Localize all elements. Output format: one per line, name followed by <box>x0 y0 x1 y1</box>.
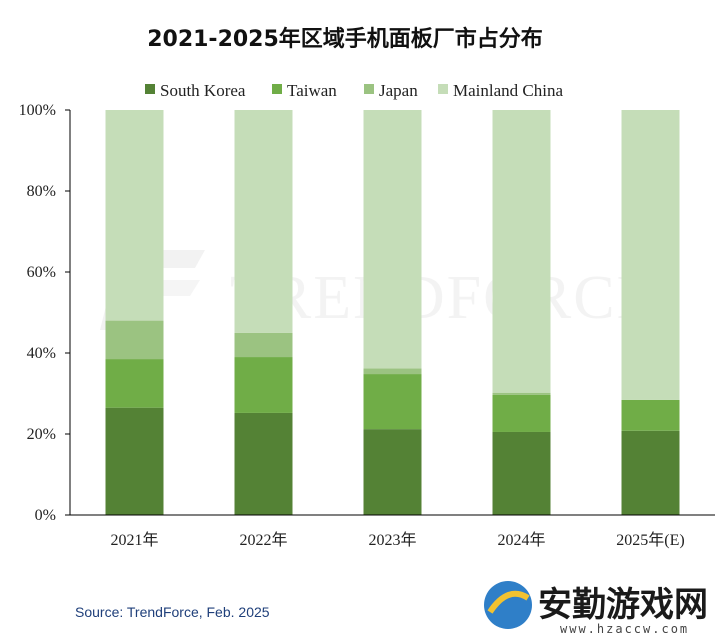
bars <box>105 110 680 515</box>
legend-label: Mainland China <box>453 81 563 100</box>
x-tick-label: 2025年(E) <box>616 531 684 549</box>
site-badge-url: www.hzaccw.com <box>560 622 689 636</box>
legend: South Korea Taiwan Japan Mainland China <box>145 81 563 100</box>
chart-title: 2021-2025年区域手机面板厂市占分布 <box>147 26 543 52</box>
x-tick-label: 2024年 <box>497 531 545 549</box>
bar-segment-taiwan <box>492 394 551 432</box>
bar-segment-south-korea <box>363 429 422 515</box>
legend-swatch <box>364 84 374 94</box>
bar-segment-mainland-china <box>621 110 680 400</box>
bar-segment-japan <box>363 368 422 375</box>
x-axis: 2021年 2022年 2023年 2024年 2025年(E) <box>70 514 715 549</box>
bar-segment-south-korea <box>234 412 293 515</box>
bar-segment-mainland-china <box>105 110 164 321</box>
site-logo-icon <box>484 581 532 629</box>
x-tick-label: 2021年 <box>110 531 158 549</box>
bar-segment-japan <box>105 320 164 360</box>
legend-swatch <box>272 84 282 94</box>
x-tick-label: 2022年 <box>239 531 287 549</box>
bar-segment-south-korea <box>492 431 551 515</box>
bar-segment-japan <box>234 332 293 358</box>
y-tick-label: 60% <box>27 264 56 281</box>
bar-segment-south-korea <box>105 407 164 515</box>
bar-segment-mainland-china <box>234 110 293 333</box>
y-tick-label: 80% <box>27 183 56 200</box>
bar-segment-taiwan <box>363 374 422 430</box>
bar-segment-south-korea <box>621 430 680 515</box>
bar-segment-mainland-china <box>363 110 422 369</box>
bar-segment-taiwan <box>234 357 293 413</box>
bar-segment-taiwan <box>621 399 680 431</box>
y-tick-label: 0% <box>35 507 56 524</box>
legend-label: Taiwan <box>287 81 337 100</box>
legend-label: Japan <box>379 81 418 100</box>
legend-swatch <box>438 84 448 94</box>
y-tick-label: 40% <box>27 345 56 362</box>
y-tick-label: 100% <box>19 102 56 119</box>
y-axis: 0% 20% 40% 60% 80% 100% <box>19 102 71 524</box>
source-note: Source: TrendForce, Feb. 2025 <box>75 604 270 620</box>
site-badge-name: 安勤游戏网 <box>538 585 708 625</box>
bar-segment-taiwan <box>105 359 164 408</box>
bar-segment-mainland-china <box>492 110 551 393</box>
x-tick-label: 2023年 <box>368 531 416 549</box>
bar-segment-japan <box>492 392 551 395</box>
watermark-text: TRENDFORCE <box>230 264 656 332</box>
legend-label: South Korea <box>160 81 246 100</box>
legend-swatch <box>145 84 155 94</box>
site-badge: 安勤游戏网 www.hzaccw.com <box>484 581 708 636</box>
y-tick-label: 20% <box>27 426 56 443</box>
